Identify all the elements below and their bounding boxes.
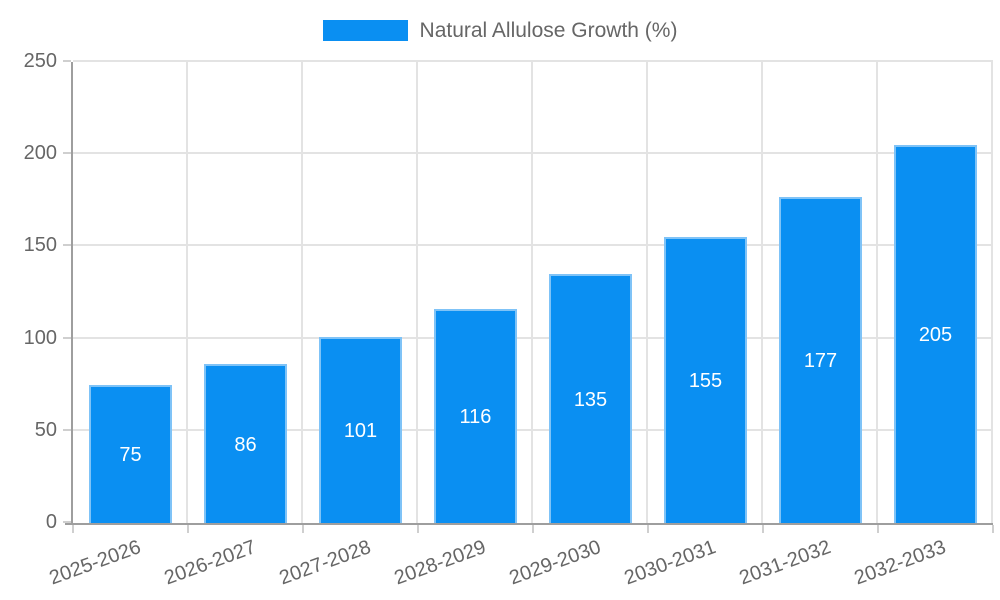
y-tick-mark	[63, 521, 71, 523]
bar-value-label: 101	[343, 419, 378, 442]
bar[interactable]: 135	[549, 274, 632, 523]
x-gridline	[761, 62, 763, 523]
x-gridline	[646, 62, 648, 523]
y-tick-mark	[63, 244, 71, 247]
x-axis-tick-label: 2028-2029	[391, 536, 489, 590]
y-gridline	[73, 152, 993, 155]
y-axis-line	[71, 62, 73, 523]
x-tick-mark	[72, 525, 74, 533]
bar[interactable]: 116	[434, 309, 517, 523]
x-tick-mark	[302, 525, 304, 533]
x-axis-line	[65, 523, 993, 525]
bar[interactable]: 75	[89, 384, 172, 523]
legend[interactable]: Natural Allulose Growth (%)	[0, 20, 1000, 41]
x-gridline	[991, 62, 993, 523]
y-tick-mark	[63, 428, 71, 431]
x-axis-tick-label: 2027-2028	[276, 536, 374, 590]
y-gridline	[73, 336, 993, 339]
bar-value-label: 155	[688, 370, 723, 393]
plot-area: 0 50 100 150 200 250 75 86 101 116 135 155 177 205 202…	[24, 51, 994, 589]
bar-value-label: 86	[234, 433, 257, 456]
x-axis-tick-label: 2026-2027	[161, 536, 259, 590]
x-axis-tick-label: 2025-2026	[46, 536, 144, 590]
y-tick-mark	[63, 152, 71, 155]
bar-value-label: 177	[803, 349, 838, 372]
x-gridline	[186, 62, 188, 523]
y-axis-tick-label: 150	[23, 234, 57, 257]
x-axis-tick-label: 2030-2031	[621, 536, 719, 590]
x-gridline	[301, 62, 303, 523]
x-tick-mark	[877, 525, 879, 533]
x-axis-tick-label: 2031-2032	[736, 536, 834, 590]
x-gridline	[531, 62, 533, 523]
y-gridline	[73, 428, 993, 431]
x-axis-tick-label: 2029-2030	[506, 536, 604, 590]
x-tick-mark	[762, 525, 764, 533]
bar[interactable]: 177	[779, 196, 862, 523]
bar[interactable]: 101	[319, 336, 402, 523]
bar-value-label: 116	[459, 406, 492, 429]
y-axis-tick-label: 100	[23, 326, 57, 349]
x-tick-mark	[647, 525, 649, 533]
legend-label: Natural Allulose Growth (%)	[419, 19, 678, 42]
bar[interactable]: 155	[664, 237, 747, 523]
bar[interactable]: 86	[204, 364, 287, 523]
y-gridline	[73, 60, 993, 62]
y-axis-tick-label: 50	[34, 418, 57, 441]
x-tick-mark	[417, 525, 419, 533]
y-axis-tick-label: 200	[23, 142, 57, 165]
bar-value-label: 205	[918, 323, 953, 346]
y-tick-mark	[63, 336, 71, 339]
x-gridline	[416, 62, 418, 523]
legend-swatch	[322, 20, 408, 41]
y-tick-mark	[63, 60, 71, 62]
y-axis-tick-label: 0	[45, 511, 57, 533]
x-tick-mark	[532, 525, 534, 533]
x-tick-mark	[992, 525, 994, 533]
y-gridline	[73, 244, 993, 247]
bar-value-label: 75	[119, 443, 142, 466]
y-axis-tick-label: 250	[23, 50, 57, 72]
x-gridline	[876, 62, 878, 523]
x-tick-mark	[187, 525, 189, 533]
bar-value-label: 135	[573, 388, 608, 411]
x-axis-tick-label: 2032-2033	[851, 536, 949, 590]
bar[interactable]: 205	[894, 144, 977, 523]
